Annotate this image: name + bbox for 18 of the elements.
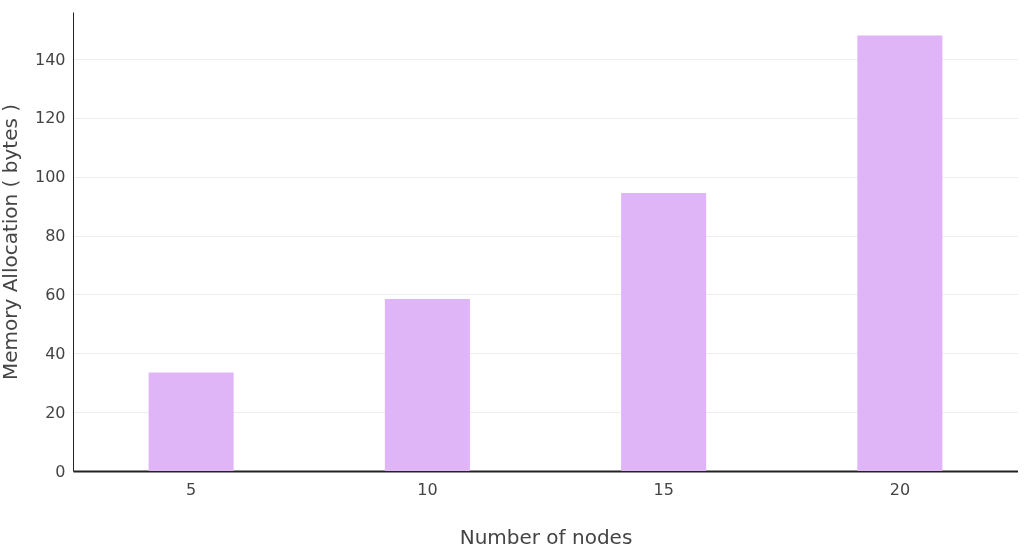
y-tick-label: 120	[34, 108, 66, 128]
y-tick-label: 0	[55, 461, 66, 481]
x-tick-label: 10	[417, 479, 438, 499]
y-tick-label: 60	[45, 284, 66, 304]
x-tick-label: 20	[889, 479, 911, 499]
y-axis-title: Memory Allocation ( bytes )	[0, 103, 22, 381]
y-tick-label: 140	[34, 49, 66, 69]
bar	[384, 298, 470, 471]
x-tick-label: 15	[653, 479, 674, 499]
y-tick-label: 40	[45, 343, 66, 363]
bar	[148, 372, 234, 471]
x-tick-label: 5	[186, 479, 197, 499]
y-tick-label: 100	[34, 167, 66, 187]
y-tick-label: 80	[45, 226, 66, 246]
bar	[857, 35, 943, 471]
y-tick-label: 20	[45, 402, 66, 422]
bar	[621, 192, 707, 471]
x-axis-title: Number of nodes	[459, 524, 633, 549]
